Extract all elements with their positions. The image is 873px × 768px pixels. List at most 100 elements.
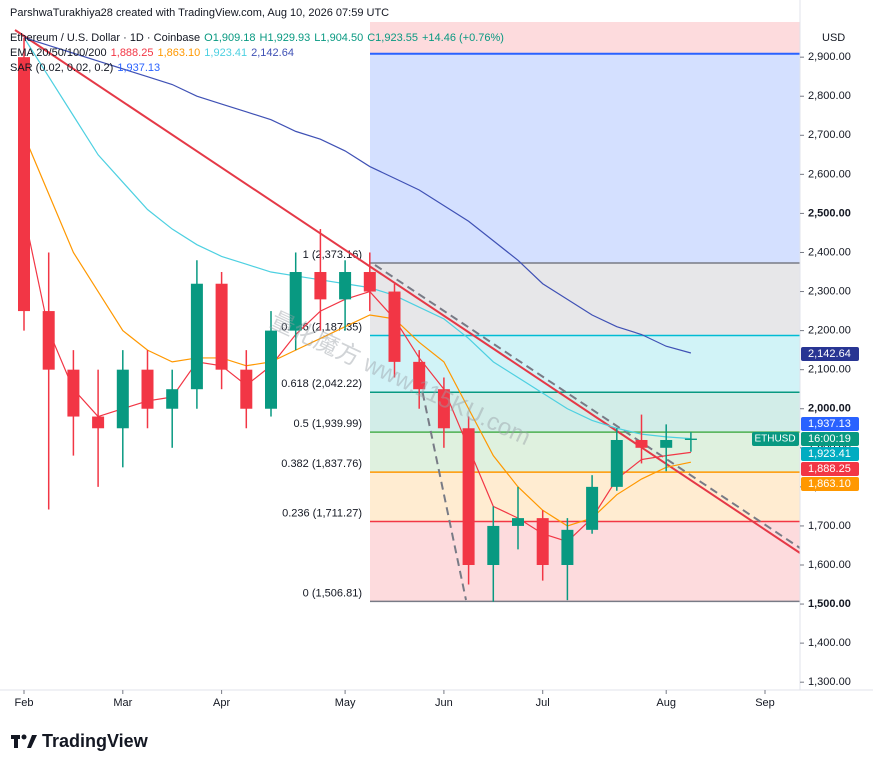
candle-body: [190, 283, 203, 390]
candle-body: [462, 428, 475, 565]
ohlc: O1,909.18 H1,929.93 L1,904.50 C1,923.55 +14.…: [204, 32, 508, 44]
y-tick-label: 2,800.00: [808, 90, 851, 102]
ema-value: 1,888.25: [110, 47, 154, 59]
ema-line: [23, 135, 692, 527]
ema-legend: EMA 20/50/100/200 1,888.25 1,863.10 1,923.4…: [10, 47, 302, 59]
ema-label: EMA 20/50/100/200: [10, 47, 107, 59]
fib-zone: [370, 335, 800, 393]
y-tick-label: 2,900.00: [808, 51, 851, 63]
candle-body: [289, 272, 302, 331]
candle-body: [561, 529, 574, 565]
ema-line: [23, 213, 691, 543]
y-tick-label: 2,200.00: [808, 325, 851, 337]
price-tag: [801, 477, 859, 491]
symbol: Ethereum / U.S. Dollar · 1D · Coinbase: [10, 32, 201, 44]
y-tick-label: 1,700.00: [808, 520, 851, 532]
plot-area: 0 (1,506.81) 0.236 (1,711.27) 0.382 (1,837…: [14, 22, 800, 603]
ohlc-value: H1,929.93: [259, 32, 311, 44]
candle-body: [141, 369, 154, 409]
price-tag-label: 2,142.64: [808, 348, 851, 360]
y-tick-label: 2,000.00: [808, 403, 851, 415]
price-tag-label: 1,863.10: [808, 478, 851, 490]
ema-value: 1,923.41: [204, 47, 248, 59]
price-tag: [801, 447, 859, 461]
price-tag-label: 1,923.41: [808, 448, 851, 460]
x-tick-label: Sep: [755, 697, 775, 709]
candle-body: [660, 439, 673, 448]
price-tag: [801, 417, 859, 431]
candle-body: [388, 291, 401, 362]
x-tick-label: Mar: [113, 697, 132, 709]
candle-body: [363, 272, 376, 292]
candle-body: [67, 369, 80, 417]
candle-body: [610, 439, 623, 487]
fib-zone: [370, 432, 800, 473]
x-tick-label: Feb: [15, 697, 34, 709]
bg-zone: [370, 22, 800, 54]
ema-value: 1,863.10: [157, 47, 201, 59]
ema-line: [23, 37, 692, 354]
candle-body: [536, 518, 549, 565]
symbol-line: Ethereum / U.S. Dollar · 1D · Coinbase O1…: [10, 32, 512, 44]
ohlc-value: C1,923.55: [367, 32, 418, 44]
credit: ParshwaTurakhiya28 created with TradingV…: [10, 7, 390, 19]
fib-zone: [370, 521, 800, 602]
fib-label: 0.5 (1,939.99): [294, 418, 363, 430]
y-tick-label: 2,100.00: [808, 364, 851, 376]
candle-body: [437, 389, 450, 429]
candle-body: [215, 283, 228, 370]
trend-line: [419, 379, 467, 601]
price-tag: [801, 432, 859, 446]
candle-body: [487, 525, 500, 565]
candle-body: [166, 389, 179, 409]
y-tick-label: 2,300.00: [808, 285, 851, 297]
sar-value: 1,937.13: [117, 62, 161, 74]
y-tick-label: 2,400.00: [808, 246, 851, 258]
x-tick-label: Jun: [435, 697, 453, 709]
candle-body: [240, 369, 253, 409]
fib-label: 0 (1,506.81): [303, 587, 362, 599]
ema-value: 2,142.64: [251, 47, 294, 59]
logo: [11, 734, 37, 748]
fib-label: 0.382 (1,837.76): [281, 458, 362, 470]
ohlc-value: O1,909.18: [204, 32, 256, 44]
x-tick-label: Jul: [536, 697, 550, 709]
currency: USD: [822, 32, 845, 44]
fib-zone: [370, 472, 800, 522]
candle-body: [635, 439, 648, 448]
symbol-tag: [752, 432, 799, 446]
trend-line: [14, 29, 800, 554]
y-tick-label: 2,600.00: [808, 168, 851, 180]
x-tick-label: Apr: [213, 697, 230, 709]
candle-body: [116, 369, 129, 429]
ohlc-value: +14.46 (+0.76%): [421, 32, 504, 44]
price-tag: [801, 462, 859, 476]
y-tick-label: 2,700.00: [808, 129, 851, 141]
price-tag-label: 1,888.25: [808, 463, 851, 475]
symbol-tag-label: ETHUSD: [754, 434, 795, 445]
ohlc-value: L1,904.50: [314, 32, 364, 44]
candle-body: [512, 518, 524, 526]
sar-legend: SAR (0.02, 0.02, 0.2) 1,937.13: [10, 62, 164, 74]
y-tick-label: 1,500.00: [808, 598, 851, 610]
ema-line: [23, 37, 691, 440]
price-tag-label: 16:00:19: [808, 433, 851, 445]
candle-body: [339, 272, 352, 300]
x-tick-label: May: [335, 697, 356, 709]
candle-body: [265, 330, 277, 409]
y-tick-label: 1,600.00: [808, 559, 851, 571]
fib-label: 0.618 (2,042.22): [281, 378, 362, 390]
fib-zone: [370, 53, 800, 263]
fib-label: 0.236 (1,711.27): [282, 507, 362, 519]
candle-body: [586, 486, 599, 530]
candle-body: [92, 416, 105, 429]
sar-label: SAR (0.02, 0.02, 0.2): [10, 62, 114, 74]
candle-body: [684, 438, 697, 440]
candle-body: [314, 272, 327, 300]
y-tick-label: 1,300.00: [808, 676, 851, 688]
candle-body: [413, 361, 426, 390]
x-tick-label: Aug: [656, 697, 676, 709]
fib-zone: [370, 262, 800, 336]
